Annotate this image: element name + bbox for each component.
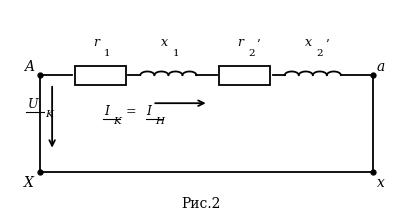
Text: K: K bbox=[45, 110, 53, 119]
Text: =: = bbox=[122, 105, 141, 118]
Text: r: r bbox=[93, 37, 99, 49]
Text: 2: 2 bbox=[317, 49, 324, 58]
Text: 2: 2 bbox=[249, 49, 255, 58]
Text: ’: ’ bbox=[325, 39, 328, 52]
Text: K: K bbox=[113, 117, 121, 126]
Text: x: x bbox=[377, 176, 385, 190]
Text: ’: ’ bbox=[257, 39, 260, 52]
Text: a: a bbox=[377, 60, 385, 74]
Text: U: U bbox=[28, 98, 38, 111]
Text: X: X bbox=[24, 176, 34, 190]
Text: r: r bbox=[238, 37, 243, 49]
Text: x: x bbox=[161, 37, 168, 49]
Text: I: I bbox=[146, 105, 151, 118]
Text: 1: 1 bbox=[172, 49, 179, 58]
Text: Рис.2: Рис.2 bbox=[181, 197, 220, 211]
Text: A: A bbox=[24, 60, 34, 74]
Text: H: H bbox=[155, 117, 164, 126]
Text: 1: 1 bbox=[104, 49, 111, 58]
Bar bbox=[219, 66, 270, 85]
Bar bbox=[75, 66, 126, 85]
Text: I: I bbox=[104, 105, 109, 118]
Text: x: x bbox=[305, 37, 312, 49]
